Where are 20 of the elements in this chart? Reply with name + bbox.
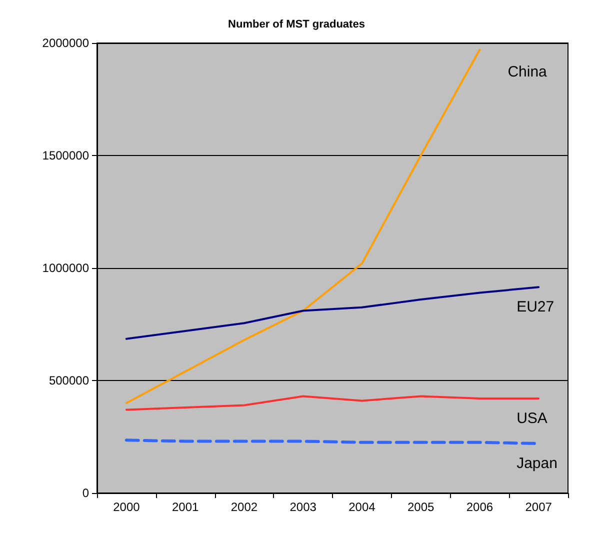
y-tick-label: 2000000 — [42, 36, 90, 50]
y-tick-label: 500000 — [48, 374, 90, 388]
y-tick-label: 1500000 — [42, 148, 90, 162]
x-tick-label: 2001 — [172, 500, 199, 514]
line-series — [125, 395, 540, 411]
x-tick-label: 2004 — [348, 500, 376, 514]
series-label: USA — [516, 410, 548, 427]
y-tick-label: 0 — [82, 486, 90, 500]
y-tick-label: 1000000 — [42, 261, 90, 275]
series-label: EU27 — [516, 298, 554, 316]
chart-title: Number of MST graduates — [228, 18, 365, 30]
line-series — [125, 48, 481, 404]
x-tick-label: 2005 — [407, 500, 434, 514]
x-tick-label: 2003 — [290, 500, 317, 514]
x-tick-label: 2002 — [230, 500, 258, 514]
x-tick-label: 2006 — [466, 500, 494, 514]
x-tick-label: 2000 — [113, 500, 140, 514]
text: China — [508, 63, 548, 80]
x-tick-label: 2007 — [525, 500, 552, 514]
series-label: Japan — [516, 455, 558, 472]
